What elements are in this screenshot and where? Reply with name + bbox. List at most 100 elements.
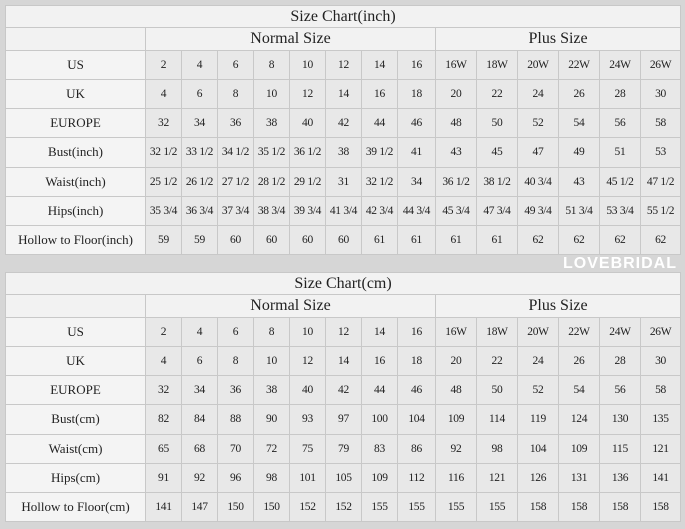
watermark-logo: LOVEBRIDAL [563, 255, 677, 272]
size-cell: 62 [639, 224, 682, 256]
size-cell: 158 [517, 491, 559, 523]
size-cell: 150 [217, 491, 254, 523]
size-cell: 16 [397, 49, 436, 81]
size-cell: 52 [517, 375, 559, 406]
table-row: UK 4 6 8 10 12 14 16 18 20 22 24 26 28 30 [5, 79, 682, 110]
size-cell: 25 1/2 [145, 166, 182, 197]
size-cell: 27 1/2 [217, 166, 254, 197]
table-row: Waist(cm) 65 68 70 72 75 79 83 86 92 98 104 109 115 12… [5, 433, 682, 464]
size-cell: 61 [476, 224, 518, 256]
size-cell: 34 1/2 [217, 137, 254, 168]
size-cell: 104 [517, 433, 559, 464]
size-cell: 98 [253, 462, 290, 493]
table-row: EUROPE 32 34 36 38 40 42 44 46 48 50 52 54 56 58 [5, 108, 682, 139]
chart-title: Size Chart(inch) [4, 5, 682, 28]
size-cell: 22W [558, 49, 600, 81]
size-cell: 32 [145, 108, 182, 139]
size-cell: 51 3/4 [558, 195, 600, 226]
size-cell: 40 3/4 [517, 166, 559, 197]
size-table: Size Chart(inch) Normal Size Plus Size US 2 4… [4, 5, 682, 256]
plus-size-header: Plus Size [434, 294, 682, 318]
size-cell: 60 [253, 224, 290, 256]
size-cell: 6 [217, 316, 254, 348]
size-cell: 96 [217, 462, 254, 493]
size-cell: 65 [145, 433, 182, 464]
size-cell: 38 [325, 137, 362, 168]
size-cell: 92 [181, 462, 218, 493]
size-cell: 18W [476, 316, 518, 348]
size-cell: 16W [435, 49, 477, 81]
size-cell: 36 [217, 108, 254, 139]
size-cell: 29 1/2 [289, 166, 326, 197]
size-cell: 47 1/2 [639, 166, 682, 197]
size-cell: 20 [435, 79, 477, 110]
row-label: EUROPE [5, 108, 146, 139]
size-cell: 8 [253, 49, 290, 81]
row-label: Bust(inch) [5, 137, 146, 168]
size-cell: 42 3/4 [361, 195, 398, 226]
table-row: Hips(cm) 91 92 96 98 101 105 109 112 116 121 126 131… [5, 462, 682, 493]
size-cell: 12 [325, 49, 362, 81]
row-label: Waist(cm) [5, 433, 146, 464]
table-row: Hips(inch) 35 3/4 36 3/4 37 3/4 38 3/4 39 3/4… [5, 195, 682, 226]
size-cell: 33 1/2 [181, 137, 218, 168]
size-cell: 49 [558, 137, 600, 168]
size-cell: 158 [639, 491, 682, 523]
row-label: Hips(inch) [5, 195, 146, 226]
size-cell: 8 [253, 316, 290, 348]
size-cell: 44 3/4 [397, 195, 436, 226]
table-row: US 2 4 6 8 10 12 14 16 16W 18W 20W 22W 24W 26W [5, 316, 682, 348]
size-cell: 26W [639, 49, 682, 81]
size-cell: 39 3/4 [289, 195, 326, 226]
table-row: Hollow to Floor(cm) 141 147 150 150 152 152 155… [5, 491, 682, 523]
row-label: Waist(inch) [5, 166, 146, 197]
size-cell: 51 [599, 137, 641, 168]
row-label: US [5, 316, 146, 348]
table-row: Waist(inch) 25 1/2 26 1/2 27 1/2 28 1/2 29 1/… [5, 166, 682, 197]
size-cell: 14 [361, 316, 398, 348]
size-cell: 24W [599, 316, 641, 348]
size-cell: 46 [397, 108, 436, 139]
size-cell: 6 [181, 79, 218, 110]
size-cell: 155 [476, 491, 518, 523]
size-cell: 34 [181, 375, 218, 406]
size-cell: 14 [325, 346, 362, 377]
chart-title: Size Chart(cm) [4, 272, 682, 295]
size-cell: 61 [435, 224, 477, 256]
size-table: Size Chart(cm) Normal Size Plus Size US 2 4 6 8… [4, 272, 682, 523]
size-cell: 2 [145, 49, 182, 81]
size-cell: 59 [181, 224, 218, 256]
size-cell: 62 [517, 224, 559, 256]
size-cell: 56 [599, 108, 641, 139]
size-cell: 141 [639, 462, 682, 493]
size-cell: 35 3/4 [145, 195, 182, 226]
size-cell: 68 [181, 433, 218, 464]
size-cell: 24W [599, 49, 641, 81]
size-cell: 46 [397, 375, 436, 406]
size-cell: 12 [325, 316, 362, 348]
size-cell: 100 [361, 404, 398, 435]
size-chart-cm: Size Chart(cm) Normal Size Plus Size US 2 4 6 8… [4, 272, 682, 523]
size-cell: 26 [558, 346, 600, 377]
size-cell: 18 [397, 346, 436, 377]
size-cell: 141 [145, 491, 182, 523]
size-cell: 42 [325, 375, 362, 406]
size-cell: 41 3/4 [325, 195, 362, 226]
size-cell: 131 [558, 462, 600, 493]
size-cell: 60 [325, 224, 362, 256]
size-cell: 62 [599, 224, 641, 256]
size-cell: 28 [599, 79, 641, 110]
size-cell: 36 [217, 375, 254, 406]
size-cell: 12 [289, 346, 326, 377]
row-label: US [5, 49, 146, 81]
size-cell: 45 [476, 137, 518, 168]
row-label: Hollow to Floor(cm) [5, 491, 146, 523]
size-cell: 98 [476, 433, 518, 464]
size-cell: 32 1/2 [361, 166, 398, 197]
size-cell: 62 [558, 224, 600, 256]
size-cell: 36 1/2 [435, 166, 477, 197]
size-cell: 10 [289, 49, 326, 81]
size-cell: 59 [145, 224, 182, 256]
size-cell: 20 [435, 346, 477, 377]
row-label: EUROPE [5, 375, 146, 406]
